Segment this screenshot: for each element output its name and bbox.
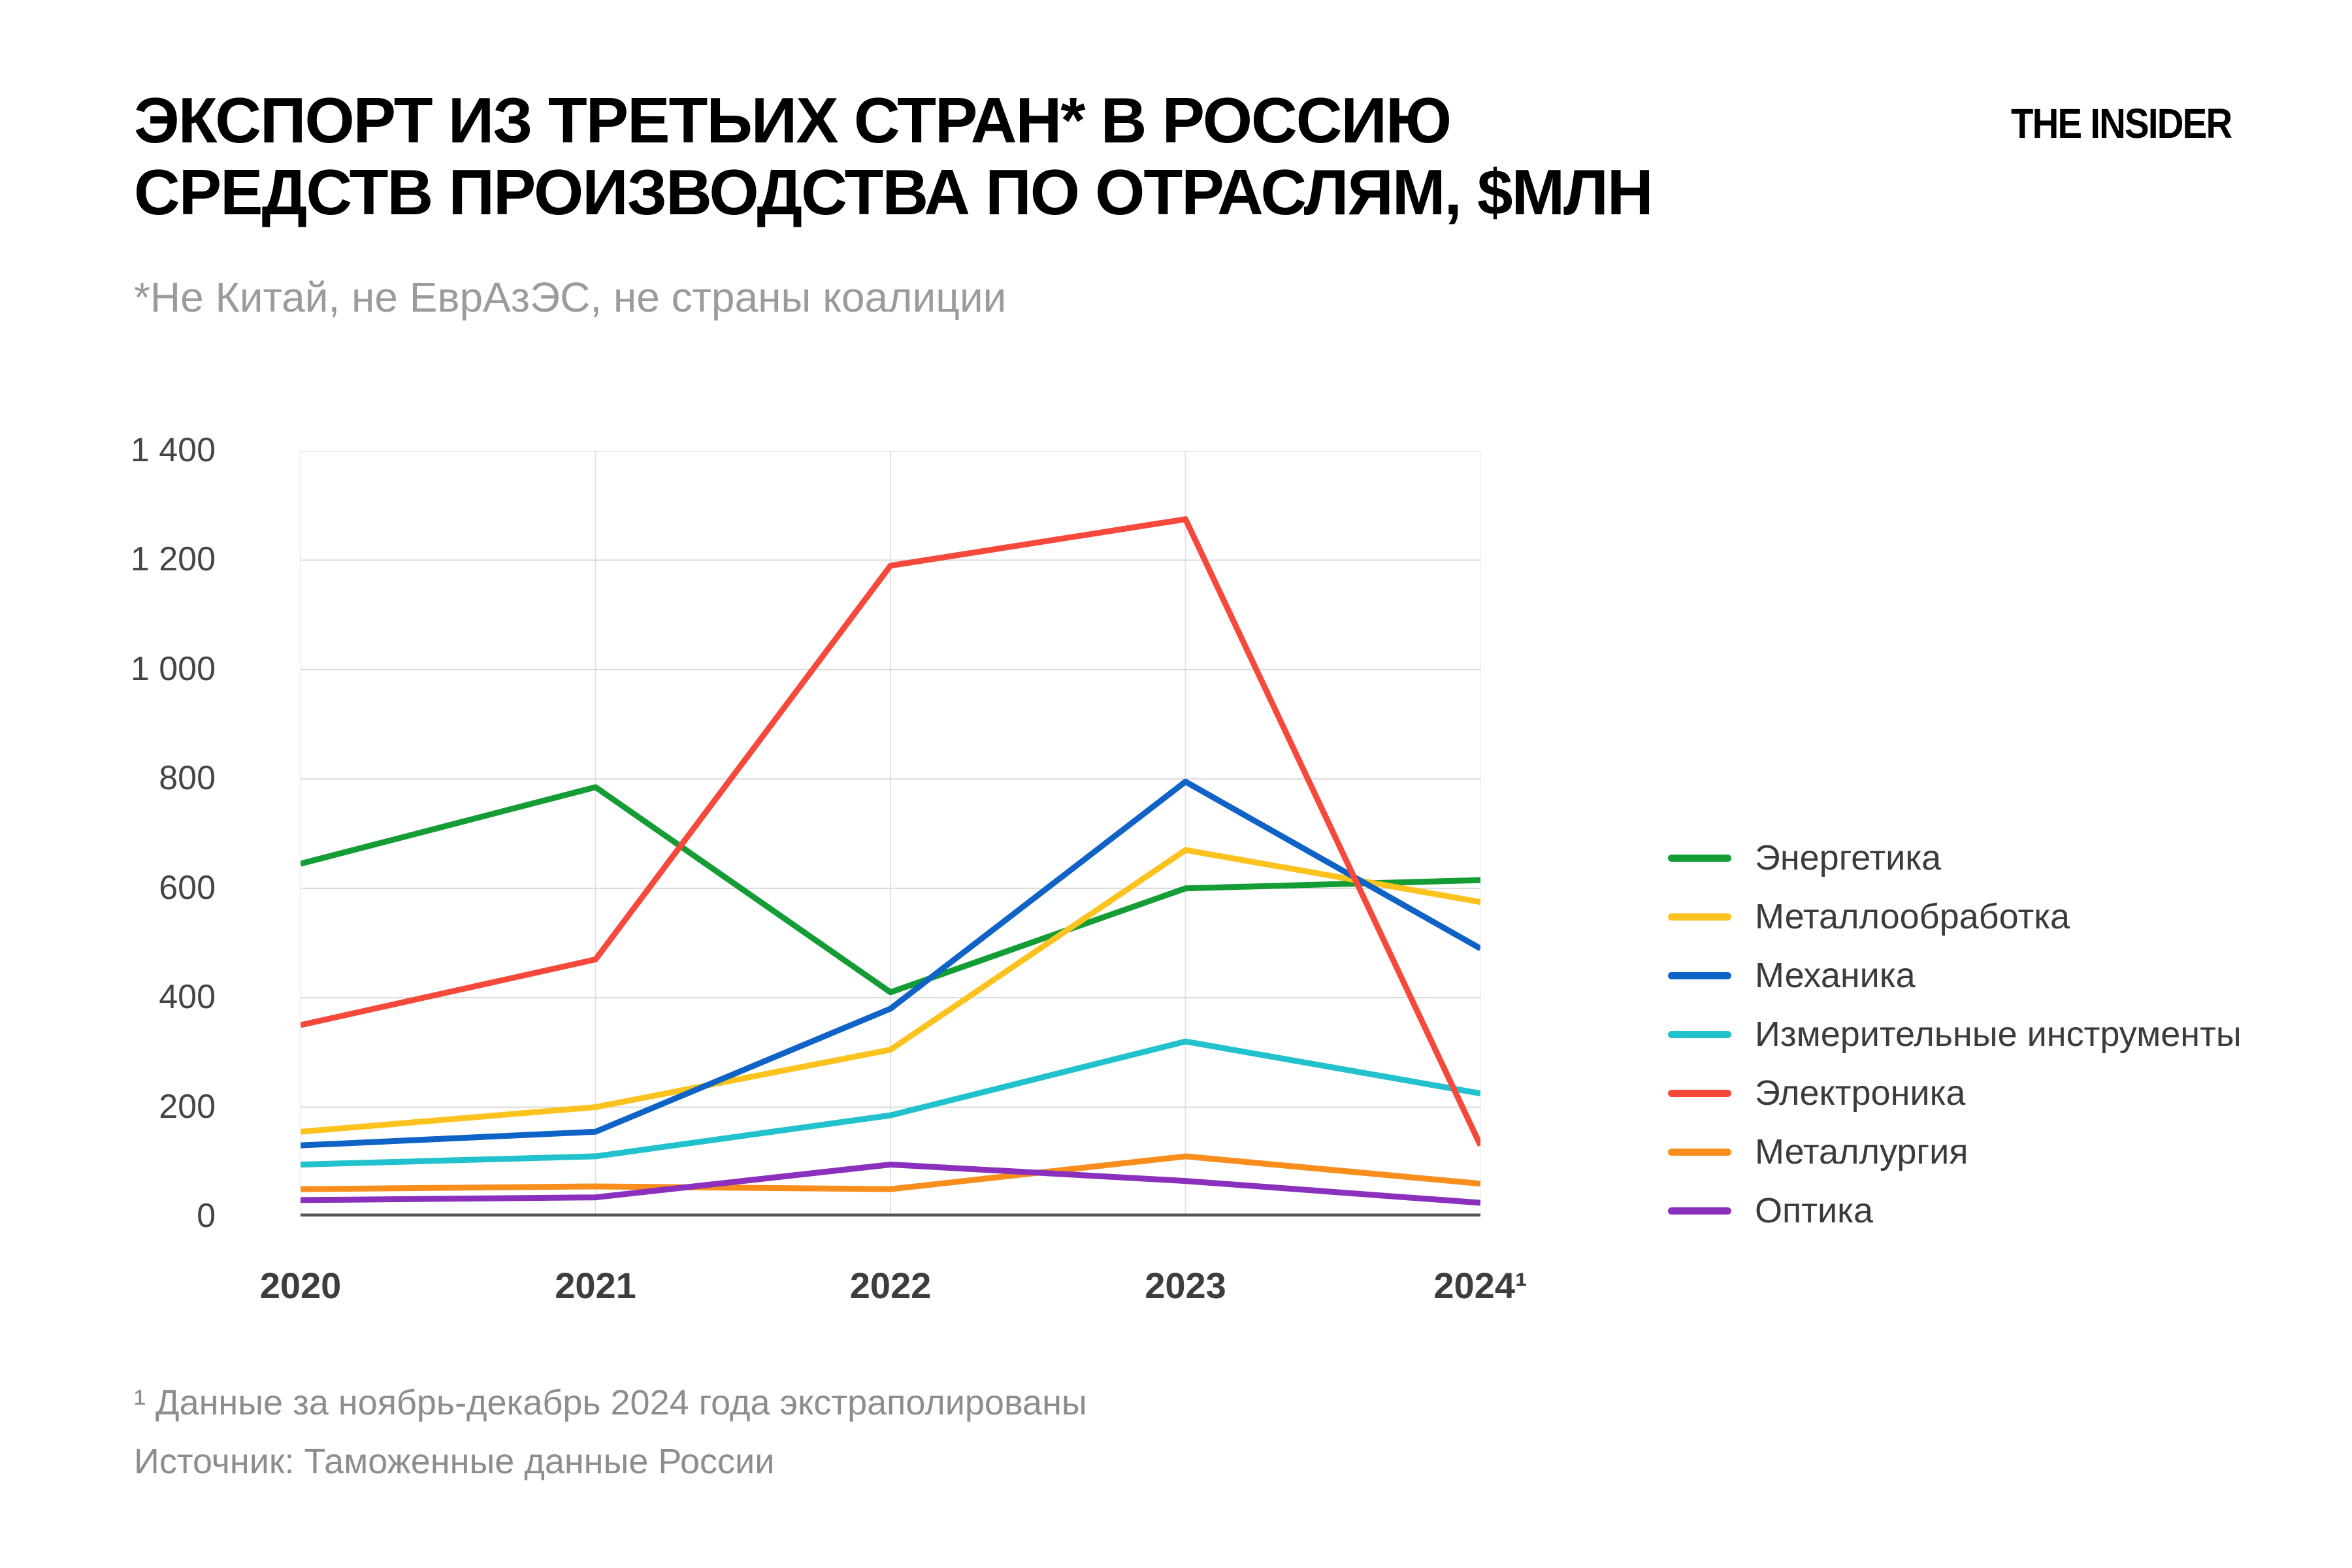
x-tick-label-2021: 2021	[555, 1265, 636, 1306]
legend-swatch-icon	[1668, 972, 1731, 979]
series-line-Электроника	[301, 516, 1480, 1147]
footnote-source: Источник: Таможенные данные России	[134, 1442, 775, 1482]
y-tick-label-1400: 1 400	[130, 431, 216, 469]
legend-item-Металлообработка: Металлообработка	[1668, 887, 2242, 946]
x-tick-label-2022: 2022	[849, 1265, 932, 1306]
series-line-Оптика	[301, 1161, 1480, 1206]
x-tick-label-2023: 2023	[1145, 1265, 1226, 1306]
legend-label: Энергетика	[1755, 838, 1942, 877]
legend-item-Измерительные инструменты: Измерительные инструменты	[1668, 1005, 2242, 1064]
chart-subtitle: *Не Китай, не ЕврАзЭС, не страны коалици…	[134, 274, 1007, 321]
plot-area	[301, 451, 1480, 1217]
footnote-extrapolation: ¹ Данные за ноябрь-декабрь 2024 года экс…	[134, 1383, 1087, 1422]
y-tick-label-400: 400	[159, 977, 216, 1016]
legend-label: Электроника	[1755, 1073, 1966, 1113]
legend-label: Измерительные инструменты	[1755, 1015, 2242, 1054]
legend-label: Механика	[1755, 956, 1916, 995]
x-tick-label-2020: 2020	[259, 1265, 342, 1306]
legend-label: Оптика	[1755, 1191, 1873, 1230]
series-line-Механика	[301, 778, 1480, 1149]
publisher-logo: THE INSIDER	[2010, 100, 2232, 147]
series-line-Металлообработка	[301, 847, 1480, 1135]
legend-swatch-icon	[1668, 1030, 1731, 1038]
series-line-Металлургия	[301, 1153, 1480, 1192]
y-tick-label-1200: 1 200	[130, 540, 216, 579]
legend-swatch-icon	[1668, 1089, 1731, 1097]
y-tick-label-600: 600	[159, 868, 216, 907]
legend-item-Энергетика: Энергетика	[1668, 828, 2242, 887]
legend-swatch-icon	[1668, 1148, 1731, 1156]
series-line-Измерительные инструменты	[301, 1038, 1480, 1168]
y-tick-label-200: 200	[159, 1087, 216, 1126]
footnotes: ¹ Данные за ноябрь-декабрь 2024 года экс…	[134, 1373, 1087, 1491]
legend-swatch-icon	[1668, 1207, 1731, 1215]
legend-swatch-icon	[1668, 854, 1731, 862]
legend-label: Металлообработка	[1755, 897, 2070, 936]
chart-title: ЭКСПОРТ ИЗ ТРЕТЬИХ СТРАН* В РОССИЮ СРЕДС…	[134, 84, 1654, 228]
legend: Энергетика Металлообработка Механика Измери…	[1668, 828, 2242, 1240]
x-tick-label-2024: 2024¹	[1433, 1265, 1527, 1306]
y-tick-label-0: 0	[197, 1196, 216, 1235]
legend-label: Металлургия	[1755, 1132, 1968, 1171]
y-tick-label-1000: 1 000	[130, 649, 216, 688]
legend-item-Электроника: Электроника	[1668, 1064, 2242, 1122]
legend-item-Механика: Механика	[1668, 946, 2242, 1005]
y-tick-label-800: 800	[159, 759, 216, 798]
legend-swatch-icon	[1668, 913, 1731, 921]
series-line-Энергетика	[301, 784, 1480, 996]
legend-item-Оптика: Оптика	[1668, 1181, 2242, 1240]
legend-item-Металлургия: Металлургия	[1668, 1122, 2242, 1181]
